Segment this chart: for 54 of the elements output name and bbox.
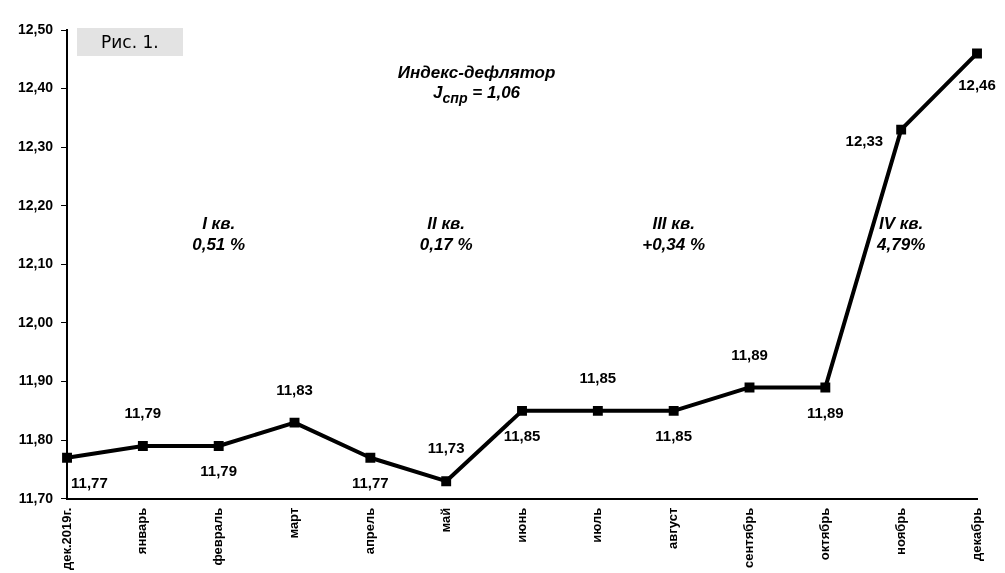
- data-label: 11,89: [731, 345, 768, 363]
- data-label: 11,79: [200, 462, 238, 480]
- x-tick-label: март: [286, 507, 302, 539]
- point: [972, 48, 982, 59]
- x-tick-label: дек.2019г.: [58, 507, 74, 570]
- point: [592, 405, 603, 416]
- annotation: III кв. +0,34 %: [642, 213, 706, 255]
- data-label: 11,89: [806, 403, 844, 421]
- y-tick-label: 11,70: [18, 489, 54, 506]
- annotation: I кв. 0,51 %: [192, 213, 246, 255]
- point: [744, 382, 755, 393]
- annotation: IV кв. 4,79%: [877, 213, 926, 255]
- data-label: 11,85: [655, 427, 693, 444]
- point: [441, 476, 452, 487]
- data-label: 11,79: [124, 404, 162, 422]
- x-tick-label: январь: [134, 507, 150, 555]
- x-tick-label: ноябрь: [892, 507, 908, 555]
- annotation: Рис. 1.: [77, 28, 183, 56]
- y-tick-label: 12,40: [17, 79, 54, 96]
- data-label: 11,85: [503, 427, 541, 444]
- point: [668, 405, 679, 416]
- y-tick-label: 12,00: [17, 313, 54, 330]
- x-tick-label: август: [665, 507, 681, 549]
- y-tick-label: 12,10: [17, 255, 54, 272]
- y-tick-label: 11,80: [18, 431, 54, 448]
- point: [289, 417, 300, 428]
- point: [365, 452, 376, 463]
- data-label: 11,77: [352, 473, 389, 491]
- x-tick-label: октябрь: [816, 507, 832, 561]
- data-label: 11,85: [579, 369, 617, 386]
- point: [517, 405, 527, 416]
- point: [137, 441, 148, 451]
- point: [896, 124, 907, 135]
- x-tick-label: февраль: [210, 507, 226, 566]
- annotation: Индекс-дефлятор J$_{спр}$ = 1,06: [397, 63, 556, 107]
- data-label: 11,83: [276, 380, 313, 398]
- data-label: 11,73: [427, 439, 465, 457]
- data-label: 12,46: [958, 75, 996, 93]
- x-tick-label: июль: [589, 507, 605, 543]
- point: [62, 452, 72, 463]
- annotation: II кв. 0,17 %: [419, 213, 473, 255]
- data-label: 12,33: [845, 131, 884, 149]
- x-tick-label: сентябрь: [741, 507, 757, 568]
- y-tick-label: 11,90: [18, 372, 54, 389]
- point: [820, 382, 831, 393]
- x-tick-label: май: [437, 507, 453, 533]
- x-tick-label: апрель: [361, 507, 377, 555]
- x-tick-label: июнь: [513, 507, 529, 543]
- y-tick-label: 12,20: [17, 196, 54, 213]
- x-tick-label: декабрь: [968, 507, 984, 561]
- data-label: 11,77: [71, 473, 108, 491]
- y-tick-label: 12,30: [17, 138, 54, 155]
- point: [213, 441, 224, 451]
- y-tick-label: 12,50: [17, 20, 54, 37]
